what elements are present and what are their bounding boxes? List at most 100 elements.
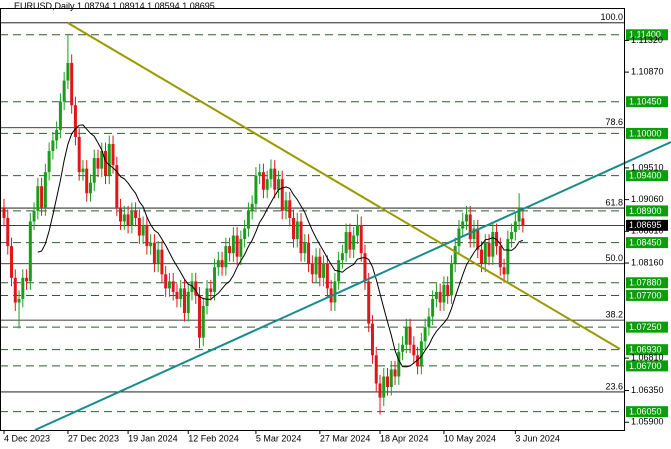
candle-body [2,207,6,218]
candle-body [461,221,465,229]
candle-body [220,260,224,268]
candle-body [487,242,491,257]
candle-body [348,232,352,250]
candle-body [431,298,435,317]
fib-label: 23.6 [605,381,623,391]
candle-body [498,246,502,268]
candle-body [194,281,198,296]
candle-body [363,253,367,282]
candle-body [205,288,209,307]
y-tick-label: 1.05900 [631,417,664,427]
candle-body [370,323,374,356]
candle-body [446,284,450,296]
fib-label: 38.2 [605,309,623,319]
level-tag [626,237,668,249]
candle-body [295,221,299,240]
ohlc-close: 1.08695 [182,1,215,11]
candle-body [449,263,453,296]
candle-body [182,288,186,314]
level-label: 1.06930 [629,345,662,355]
candle-body [77,136,81,173]
candle-body [13,277,17,303]
x-tick-label: 27 Mar 2024 [320,433,371,443]
candle-body [28,221,32,282]
candle-body [246,210,250,229]
candle-body [40,186,44,208]
candle-body [156,249,160,264]
candles [2,35,525,415]
candle-body [115,165,119,208]
candle-body [175,291,179,299]
candle-body [55,129,59,141]
candle-body [213,267,217,292]
level-tag [626,127,668,139]
candle-body [250,203,254,211]
candle-body [310,263,314,275]
candle-body [17,298,21,303]
candle-body [32,210,36,222]
candle-body [288,200,292,218]
candle-body [453,246,457,264]
candle-body [21,277,25,299]
candle-body [352,235,356,250]
candle-body [307,242,311,264]
candle-body [134,210,138,218]
candle-body [145,224,149,247]
candle-body [62,80,66,102]
x-tick-label: 27 Dec 2023 [68,433,119,443]
candle-body [510,232,514,240]
level-tag [626,289,668,301]
candle-body [100,151,104,169]
candle-body [243,228,247,240]
level-label: 1.11400 [629,30,661,40]
candle-body [416,355,420,366]
fib-label: 50.0 [605,253,623,263]
candle-body [258,172,262,176]
candle-body [47,151,51,173]
candle-body [386,376,390,388]
candle-body [201,306,205,338]
candle-body [36,186,40,211]
x-tick-label: 12 Feb 2024 [188,433,239,443]
candle-body [393,369,397,377]
ohlc-open: 1.08794 [77,1,110,11]
y-tick-label: 1.11320 [631,35,663,45]
y-tick-label: 1.06350 [631,385,664,395]
candle-body [137,217,141,236]
plot-frame [0,8,625,431]
y-tick-label: 1.09510 [631,162,664,172]
candle-body [179,288,183,299]
candle-body [231,235,235,254]
candle-body [506,239,510,275]
level-label: 1.08450 [629,237,662,247]
fib-label: 78.6 [605,117,623,127]
candle-body [434,291,438,299]
candle-body [104,151,108,176]
candle-body [43,172,47,208]
candle-body [442,284,446,303]
candle-body [322,263,326,278]
candle-body [476,228,480,250]
level-label: 1.06700 [629,361,662,371]
ohlc-high: 1.08914 [112,1,145,11]
candle-body [419,341,423,366]
x-tick-label: 5 Mar 2024 [256,433,302,443]
x-tick-label: 19 Jan 2024 [128,433,178,443]
candle-body [401,344,405,352]
candle-body [464,214,468,222]
candle-body [280,179,284,211]
candle-body [186,291,190,314]
candle-body [10,246,14,278]
candle-body [502,267,506,275]
candle-body [374,355,378,384]
level-tag [626,360,668,372]
candle-body [119,207,123,222]
level-tag [626,205,668,217]
level-label: 1.10450 [629,97,662,107]
x-tick-label: 18 Apr 2024 [380,433,429,443]
candle-body [235,235,239,257]
candle-body [111,143,115,166]
candle-body [303,242,307,254]
candle-body [254,175,258,204]
